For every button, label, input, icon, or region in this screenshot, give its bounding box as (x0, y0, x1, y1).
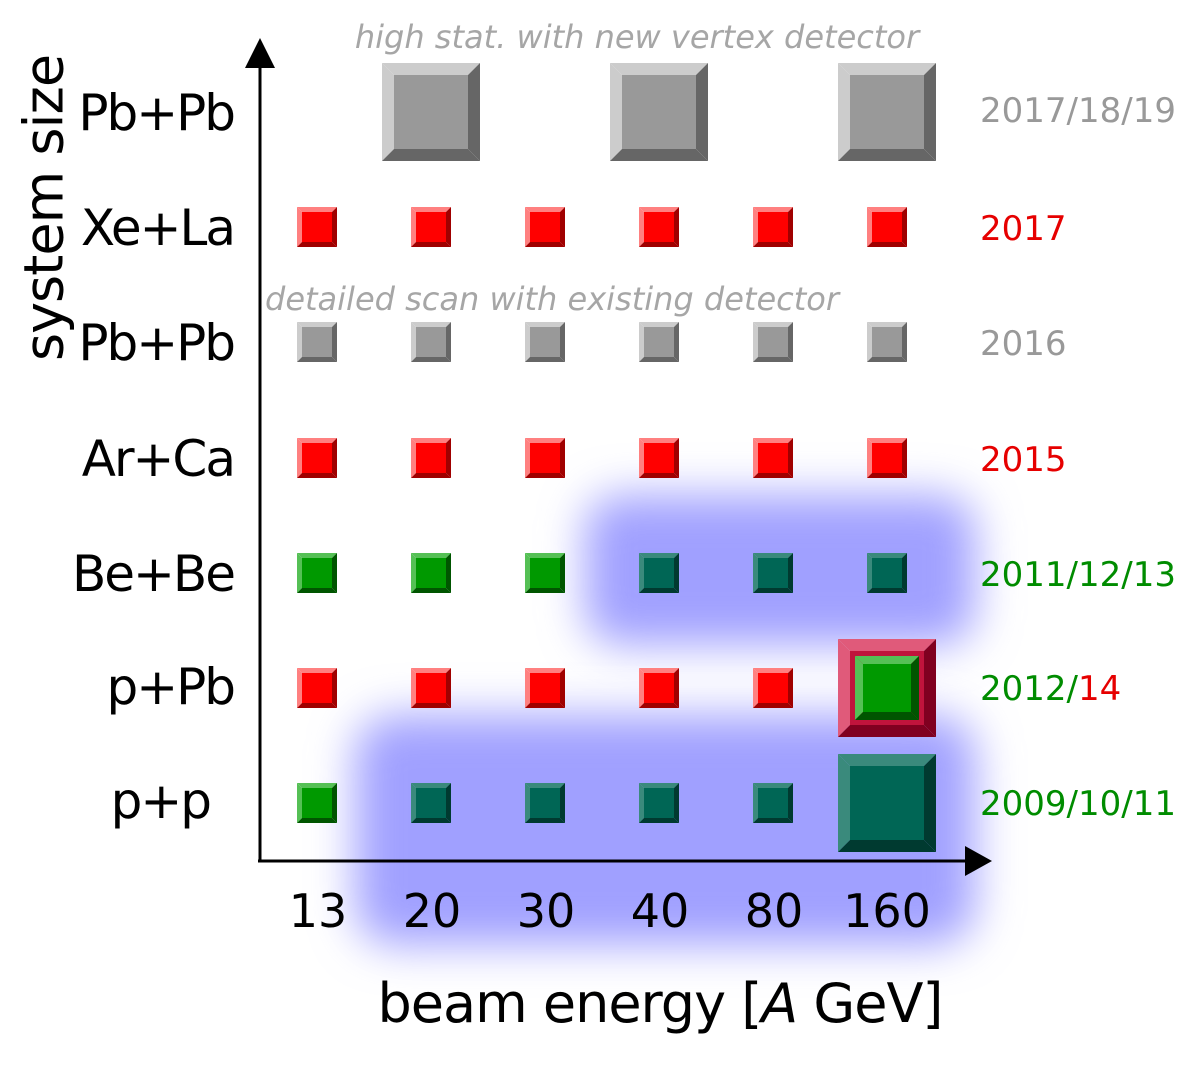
note-detailed-scan: detailed scan with existing detector (265, 280, 841, 318)
cell-pp-40 (639, 783, 679, 823)
x-axis-title: beam energy [A GeV] (378, 972, 943, 1035)
tick-80: 80 (745, 884, 804, 938)
year-label-pp: 2009/10/11 (980, 784, 1176, 824)
axes (245, 38, 992, 876)
note-high-stat: high stat. with new vertex detector (355, 18, 921, 56)
row-labels: Pb+Pb Xe+La Pb+Pb Ar+Ca Be+Be p+Pb p+p (72, 84, 236, 830)
measurement-cells (297, 63, 936, 852)
cell-bebe-160 (867, 553, 907, 593)
cell-pp-30 (525, 783, 565, 823)
cell-pbpb-40 (639, 322, 679, 362)
cell-ppb-20 (411, 668, 451, 708)
cell-pp-20 (411, 783, 451, 823)
cell-pbpb-13 (297, 322, 337, 362)
x-axis-arrow (965, 846, 992, 876)
highlight-region-pp (355, 715, 975, 945)
cell-ppb-160-inner (855, 656, 919, 720)
cell-ppb-80 (753, 668, 793, 708)
row-label-pp: p+p (111, 772, 210, 830)
row-label-pbpb-future: Pb+Pb (78, 84, 234, 142)
y-axis-title: system size (13, 55, 76, 361)
cell-xela-80 (753, 207, 793, 247)
cell-pbpb-160 (838, 63, 936, 161)
cell-bebe-40 (639, 553, 679, 593)
year-labels: 2017/18/19 2017 2016 2015 2011/12/13 201… (980, 91, 1176, 824)
cell-pp-13 (297, 783, 337, 823)
tick-13: 13 (289, 884, 348, 938)
cell-pbpb-30 (525, 322, 565, 362)
cell-xela-13 (297, 207, 337, 247)
tick-160: 160 (843, 884, 931, 938)
cell-pbpb-20 (411, 322, 451, 362)
cell-pbpb-160 (867, 322, 907, 362)
row-label-arca: Ar+Ca (82, 430, 234, 488)
cell-arca-30 (525, 438, 565, 478)
year-label-ppb-part1: 2012/ (980, 669, 1079, 709)
cell-arca-40 (639, 438, 679, 478)
y-axis-arrow (245, 38, 275, 68)
cell-arca-80 (753, 438, 793, 478)
tick-40: 40 (631, 884, 690, 938)
row-label-xela: Xe+La (81, 199, 234, 257)
x-axis-title-suffix: GeV] (797, 972, 942, 1035)
year-label-bebe: 2011/12/13 (980, 555, 1176, 595)
x-tick-labels: 13 20 30 40 80 160 (289, 884, 931, 938)
year-label-ppb-part2: 14 (1078, 669, 1121, 709)
cell-xela-20 (411, 207, 451, 247)
year-label-ppb: 2012/14 (980, 669, 1121, 709)
cell-pp-160 (838, 754, 936, 852)
cell-xela-40 (639, 207, 679, 247)
cell-ppb-40 (639, 668, 679, 708)
cell-bebe-30 (525, 553, 565, 593)
row-label-ppb: p+Pb (106, 658, 234, 716)
cell-bebe-20 (411, 553, 451, 593)
year-label-xela: 2017 (980, 209, 1067, 249)
cell-pbpb-20 (382, 63, 480, 161)
cell-xela-30 (525, 207, 565, 247)
cell-pbpb-80 (753, 322, 793, 362)
tick-20: 20 (403, 884, 462, 938)
year-label-arca: 2015 (980, 440, 1067, 480)
cell-ppb-30 (525, 668, 565, 708)
row-label-pbpb-2016: Pb+Pb (78, 314, 234, 372)
cell-arca-160 (867, 438, 907, 478)
cell-bebe-13 (297, 553, 337, 593)
cell-xela-160 (867, 207, 907, 247)
row-label-bebe: Be+Be (72, 545, 234, 603)
cell-arca-20 (411, 438, 451, 478)
tick-30: 30 (517, 884, 576, 938)
x-axis-title-prefix: beam energy [ (378, 972, 762, 1035)
cell-pbpb-40 (610, 63, 708, 161)
year-label-pbpb-2016: 2016 (980, 324, 1067, 364)
cell-pp-80 (753, 783, 793, 823)
cell-arca-13 (297, 438, 337, 478)
x-axis-title-italic: A (758, 972, 797, 1035)
cell-bebe-80 (753, 553, 793, 593)
cell-ppb-13 (297, 668, 337, 708)
year-label-pbpb-future: 2017/18/19 (980, 91, 1176, 131)
